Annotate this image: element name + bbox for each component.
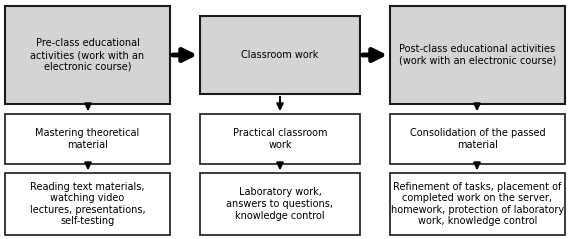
FancyBboxPatch shape	[5, 6, 170, 104]
Text: Post-class educational activities
(work with an electronic course): Post-class educational activities (work …	[399, 44, 556, 66]
Text: Mastering theoretical
material: Mastering theoretical material	[35, 128, 140, 150]
FancyBboxPatch shape	[200, 16, 360, 94]
FancyBboxPatch shape	[390, 6, 565, 104]
Text: Practical classroom
work: Practical classroom work	[233, 128, 327, 150]
FancyBboxPatch shape	[200, 114, 360, 164]
FancyBboxPatch shape	[5, 114, 170, 164]
Text: Consolidation of the passed
material: Consolidation of the passed material	[410, 128, 545, 150]
Text: Laboratory work,
answers to questions,
knowledge control: Laboratory work, answers to questions, k…	[226, 187, 333, 221]
Text: Refinement of tasks, placement of
completed work on the server,
homework, protec: Refinement of tasks, placement of comple…	[391, 182, 564, 226]
FancyBboxPatch shape	[390, 173, 565, 235]
FancyBboxPatch shape	[5, 173, 170, 235]
FancyBboxPatch shape	[390, 114, 565, 164]
Text: Classroom work: Classroom work	[241, 50, 319, 60]
FancyBboxPatch shape	[200, 173, 360, 235]
Text: Reading text materials,
watching video
lectures, presentations,
self-testing: Reading text materials, watching video l…	[30, 182, 145, 226]
Text: Pre-class educational
activities (work with an
electronic course): Pre-class educational activities (work w…	[30, 38, 145, 72]
